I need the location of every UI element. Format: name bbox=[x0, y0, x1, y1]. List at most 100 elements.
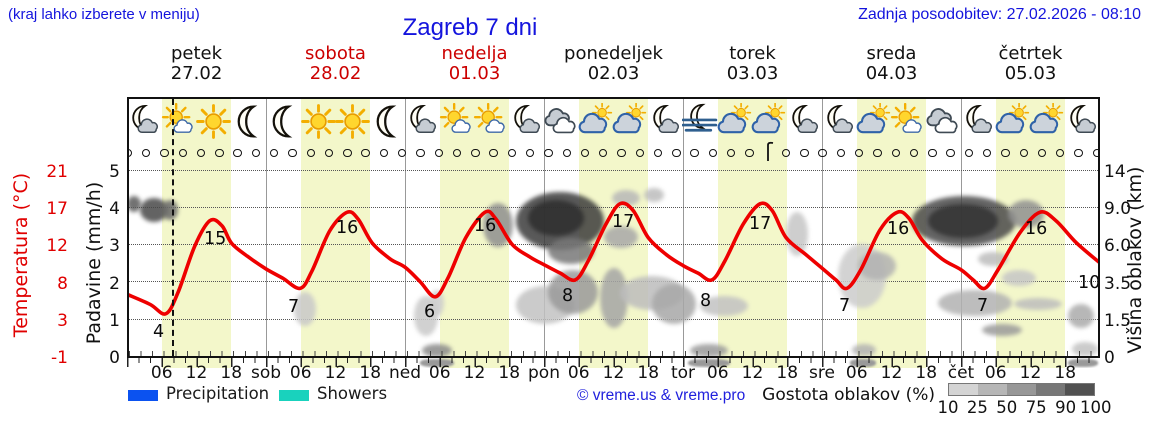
density-value: 25 bbox=[966, 398, 988, 417]
wind-calm-icon bbox=[270, 148, 279, 158]
wind-calm-icon bbox=[1074, 148, 1083, 158]
temp-value-label: 7 bbox=[977, 296, 989, 316]
cloud-blob bbox=[294, 292, 316, 326]
cloud-density-colorbar bbox=[948, 383, 1095, 396]
weather-moon-cloud-icon bbox=[514, 104, 541, 134]
wind-calm-icon bbox=[653, 148, 663, 158]
precip-tick-label: 1 bbox=[109, 310, 120, 331]
wind-calm-icon bbox=[745, 148, 754, 158]
cloud-blob bbox=[644, 188, 664, 202]
precipitation-legend-swatch bbox=[128, 390, 158, 401]
wind-calm-icon bbox=[324, 148, 334, 158]
temp-value-label: 7 bbox=[839, 296, 851, 316]
cloud-blob bbox=[129, 196, 141, 212]
wind-calm-icon bbox=[288, 148, 297, 158]
wind-calm-icon bbox=[580, 148, 590, 158]
day-name: sobota bbox=[305, 43, 366, 64]
x-axis-day-label: tor bbox=[670, 363, 696, 383]
weather-moon-icon bbox=[272, 105, 293, 138]
wind-calm-icon bbox=[727, 148, 736, 158]
weather-sun-icon bbox=[335, 104, 371, 139]
temp-tick-label: 17 bbox=[46, 199, 68, 220]
day-separator bbox=[266, 99, 267, 356]
wind-calm-icon bbox=[452, 148, 462, 158]
wind-calm-icon bbox=[928, 148, 937, 158]
cloud-blob bbox=[700, 296, 748, 316]
x-axis-hour-label: 18 bbox=[915, 363, 938, 383]
wind-calm-icon bbox=[142, 148, 151, 158]
wind-calm-icon bbox=[800, 148, 809, 158]
temp-tick-label: 12 bbox=[46, 236, 68, 257]
precipitation-axis-title: Padavine (mm/h) bbox=[83, 181, 105, 345]
wind-calm-icon bbox=[982, 148, 992, 158]
temp-value-label: 17 bbox=[612, 212, 635, 232]
day-name: torek bbox=[729, 43, 776, 64]
x-axis-hour-label: 12 bbox=[463, 363, 486, 383]
weather-cloud-sun-icon bbox=[995, 103, 1029, 134]
wind-calm-icon bbox=[891, 148, 900, 158]
day-date: 27.02 bbox=[170, 63, 223, 84]
wind-calm-icon bbox=[306, 148, 315, 158]
x-axis-day-label: pon bbox=[528, 363, 560, 383]
day-date: 01.03 bbox=[448, 63, 501, 84]
density-value: 10 bbox=[937, 398, 959, 417]
wind-calm-icon bbox=[361, 148, 370, 158]
height-tick-label: 0 bbox=[1104, 348, 1115, 368]
wind-calm-icon bbox=[873, 148, 882, 158]
wind-calm-icon bbox=[434, 148, 443, 158]
wind-calm-icon bbox=[1037, 148, 1047, 158]
temp-value-label: 16 bbox=[887, 219, 910, 239]
cloud-blob bbox=[928, 204, 998, 238]
x-axis-hour-label: 06 bbox=[150, 363, 173, 383]
x-axis-day-label: sre bbox=[809, 363, 835, 383]
copyright-link[interactable]: © vreme.us & vreme.pro bbox=[577, 387, 746, 404]
weather-sun-cloud-icon bbox=[891, 103, 922, 133]
precip-tick-label: 5 bbox=[109, 162, 120, 182]
precip-tick-label: 4 bbox=[109, 199, 120, 220]
current-time-line bbox=[171, 99, 174, 356]
temp-value-label: 6 bbox=[424, 302, 436, 322]
x-axis-hour-label: 12 bbox=[1019, 363, 1042, 383]
x-axis-hour-label: 06 bbox=[845, 363, 868, 383]
wind-calm-icon bbox=[781, 148, 791, 158]
x-axis-hour-label: 12 bbox=[880, 363, 903, 383]
temp-value-label: 15 bbox=[204, 229, 227, 249]
weather-moon-mist-icon bbox=[681, 103, 718, 132]
x-axis-hour-label: 18 bbox=[776, 363, 799, 383]
wind-calm-icon bbox=[708, 148, 718, 158]
wind-calm-icon bbox=[1001, 148, 1010, 158]
x-axis-hour-label: 18 bbox=[637, 363, 660, 383]
day-header: četrtek 05.03 bbox=[961, 44, 1100, 84]
precipitation-legend-label: Precipitation bbox=[166, 384, 270, 403]
cloud-blob bbox=[548, 238, 594, 264]
wind-calm-icon bbox=[544, 148, 553, 158]
day-header: nedelja 01.03 bbox=[405, 44, 544, 84]
wind-calm-icon bbox=[507, 148, 517, 158]
height-tick-label: 3.5 bbox=[1104, 273, 1132, 294]
x-axis-hour-label: 18 bbox=[359, 363, 382, 383]
density-value: 100 bbox=[1080, 398, 1112, 417]
wind-calm-icon bbox=[909, 148, 919, 158]
day-date: 02.03 bbox=[587, 63, 640, 84]
x-axis-inner-ticks bbox=[129, 351, 1098, 356]
weather-cloud-sun-icon bbox=[613, 103, 647, 134]
day-name: nedelja bbox=[441, 43, 508, 64]
plot-area: 4 15 7 16 6 16 8 17 8 17 7 16 7 16 10 bbox=[127, 97, 1100, 358]
day-header: ponedeljek 02.03 bbox=[544, 44, 683, 84]
day-date: 03.03 bbox=[726, 63, 779, 84]
weather-cloud-sun-icon bbox=[717, 103, 751, 134]
day-name: ponedeljek bbox=[564, 43, 663, 64]
cloud-blob bbox=[1014, 298, 1062, 310]
wind-calm-icon bbox=[160, 148, 169, 158]
wind-calm-icon bbox=[251, 148, 261, 158]
day-date: 28.02 bbox=[309, 63, 362, 84]
wind-calm-icon bbox=[398, 148, 407, 158]
page-title: Zagreb 7 dni bbox=[402, 14, 538, 41]
wind-calm-icon bbox=[379, 148, 389, 158]
temp-value-label: 10 bbox=[1078, 273, 1100, 293]
x-axis-hour-label: 06 bbox=[428, 363, 451, 383]
height-tick-label: 9.0 bbox=[1104, 199, 1132, 220]
x-axis-hour-label: 12 bbox=[324, 363, 347, 383]
temp-tick-label: 3 bbox=[57, 310, 68, 331]
